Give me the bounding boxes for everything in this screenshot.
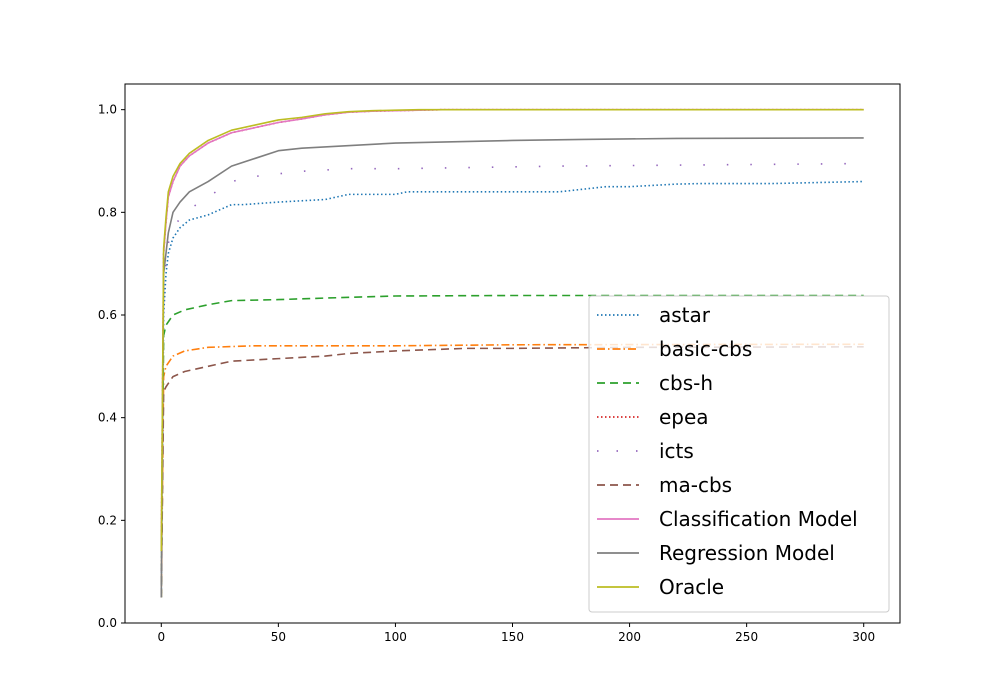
legend-label-icts: icts	[659, 439, 694, 463]
axes-layer: 0 50 100 150 200 250 300 0.0 0.2 0.4 0.6 0.8 1.0	[98, 83, 901, 644]
legend-box	[588, 295, 890, 613]
series-line-regression-model	[160, 137, 864, 598]
y-tick-label: 0.0	[98, 616, 117, 630]
legend: astar basic-cbs cbs-h epea icts ma-cbs Classif…	[588, 295, 890, 613]
x-tick-label: 0	[157, 630, 165, 644]
x-tick-label: 250	[735, 630, 758, 644]
x-tick-label: 200	[618, 630, 641, 644]
x-tick-label: 150	[501, 630, 524, 644]
legend-label-epea: epea	[659, 405, 709, 429]
legend-label-astar: astar	[659, 303, 711, 327]
x-tick-label: 100	[384, 630, 407, 644]
y-tick-label: 0.2	[98, 513, 117, 527]
y-tick-label: 0.8	[98, 205, 117, 219]
x-tick-label: 50	[271, 630, 286, 644]
series-line-oracle	[160, 108, 864, 552]
legend-label-ma-cbs: ma-cbs	[659, 473, 732, 497]
legend-label-classification-model: Classification Model	[659, 507, 858, 531]
series-line-ma-cbs	[160, 346, 864, 598]
y-tick-label: 0.6	[98, 308, 117, 322]
y-tick-label: 0.4	[98, 411, 117, 425]
legend-label-regression-model: Regression Model	[659, 541, 835, 565]
legend-label-cbs-h: cbs-h	[659, 371, 713, 395]
legend-label-basic-cbs: basic-cbs	[659, 337, 752, 361]
x-tick-label: 300	[852, 630, 875, 644]
series-line-basic-cbs	[160, 343, 864, 598]
y-tick-label: 1.0	[98, 103, 117, 117]
series-layer	[160, 108, 864, 598]
legend-label-oracle: Oracle	[659, 575, 724, 599]
